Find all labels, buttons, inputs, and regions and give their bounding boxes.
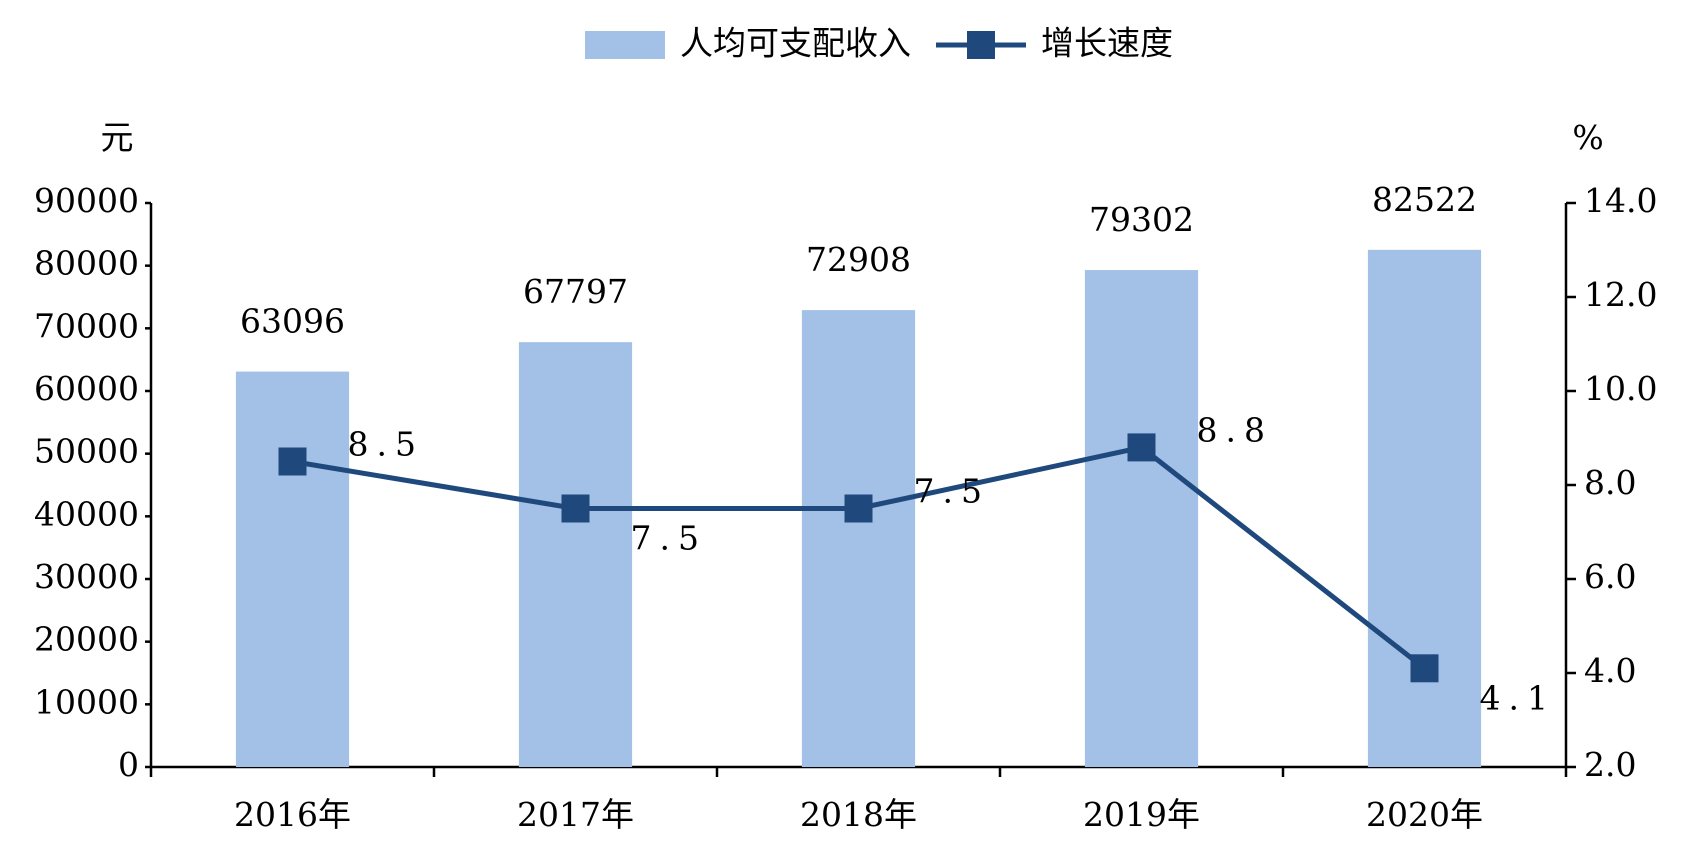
y2-tick-label: 10.0 <box>1584 369 1657 408</box>
y2-tick-label: 14.0 <box>1584 181 1657 220</box>
x-tick-label: 2020年 <box>1366 795 1483 834</box>
bar <box>1084 270 1199 767</box>
line-marker <box>278 447 307 476</box>
bar <box>1367 249 1482 768</box>
bar <box>235 371 350 767</box>
line-value-label: 8.5 <box>348 425 424 464</box>
line-marker <box>561 494 590 523</box>
legend-label: 人均可支配收入 <box>680 24 911 63</box>
legend-label: 增长速度 <box>1041 24 1173 63</box>
x-tick-label: 2018年 <box>800 795 917 834</box>
y-tick-label: 60000 <box>34 369 139 408</box>
y2-axis-unit: % <box>1572 118 1603 157</box>
line-marker <box>844 494 873 523</box>
bar <box>518 342 633 767</box>
bar-value-label: 63096 <box>240 302 345 341</box>
y-axis-unit: 元 <box>101 118 134 157</box>
line-marker <box>1127 433 1156 462</box>
x-tick-label: 2019年 <box>1083 795 1200 834</box>
line-value-label: 7.5 <box>631 519 707 558</box>
y2-tick-label: 4.0 <box>1584 651 1636 690</box>
line-value-label: 8.8 <box>1197 410 1273 449</box>
bar-value-label: 79302 <box>1089 200 1194 239</box>
y-tick-label: 50000 <box>34 432 139 471</box>
y-tick-label: 40000 <box>34 494 139 533</box>
line-value-label: 4.1 <box>1480 678 1556 717</box>
x-tick-label: 2017年 <box>517 795 634 834</box>
legend-swatch <box>585 31 665 59</box>
line-marker <box>1410 654 1439 683</box>
y2-tick-label: 6.0 <box>1584 557 1636 596</box>
bar-value-label: 72908 <box>806 240 911 279</box>
bar-value-label: 67797 <box>523 272 628 311</box>
y-tick-label: 80000 <box>34 244 139 283</box>
y2-tick-label: 12.0 <box>1584 275 1657 314</box>
y-tick-label: 20000 <box>34 620 139 659</box>
x-tick-label: 2016年 <box>234 795 351 834</box>
line-value-label: 7.5 <box>914 472 990 511</box>
y2-tick-label: 2.0 <box>1584 745 1636 784</box>
y-tick-label: 0 <box>118 745 139 784</box>
bar <box>801 310 916 767</box>
y-tick-label: 30000 <box>34 557 139 596</box>
y-tick-label: 90000 <box>34 181 139 220</box>
y2-tick-label: 8.0 <box>1584 463 1636 502</box>
y-tick-label: 10000 <box>34 682 139 721</box>
legend-swatch <box>967 31 995 59</box>
y-tick-label: 70000 <box>34 306 139 345</box>
bar-value-label: 82522 <box>1372 180 1477 219</box>
